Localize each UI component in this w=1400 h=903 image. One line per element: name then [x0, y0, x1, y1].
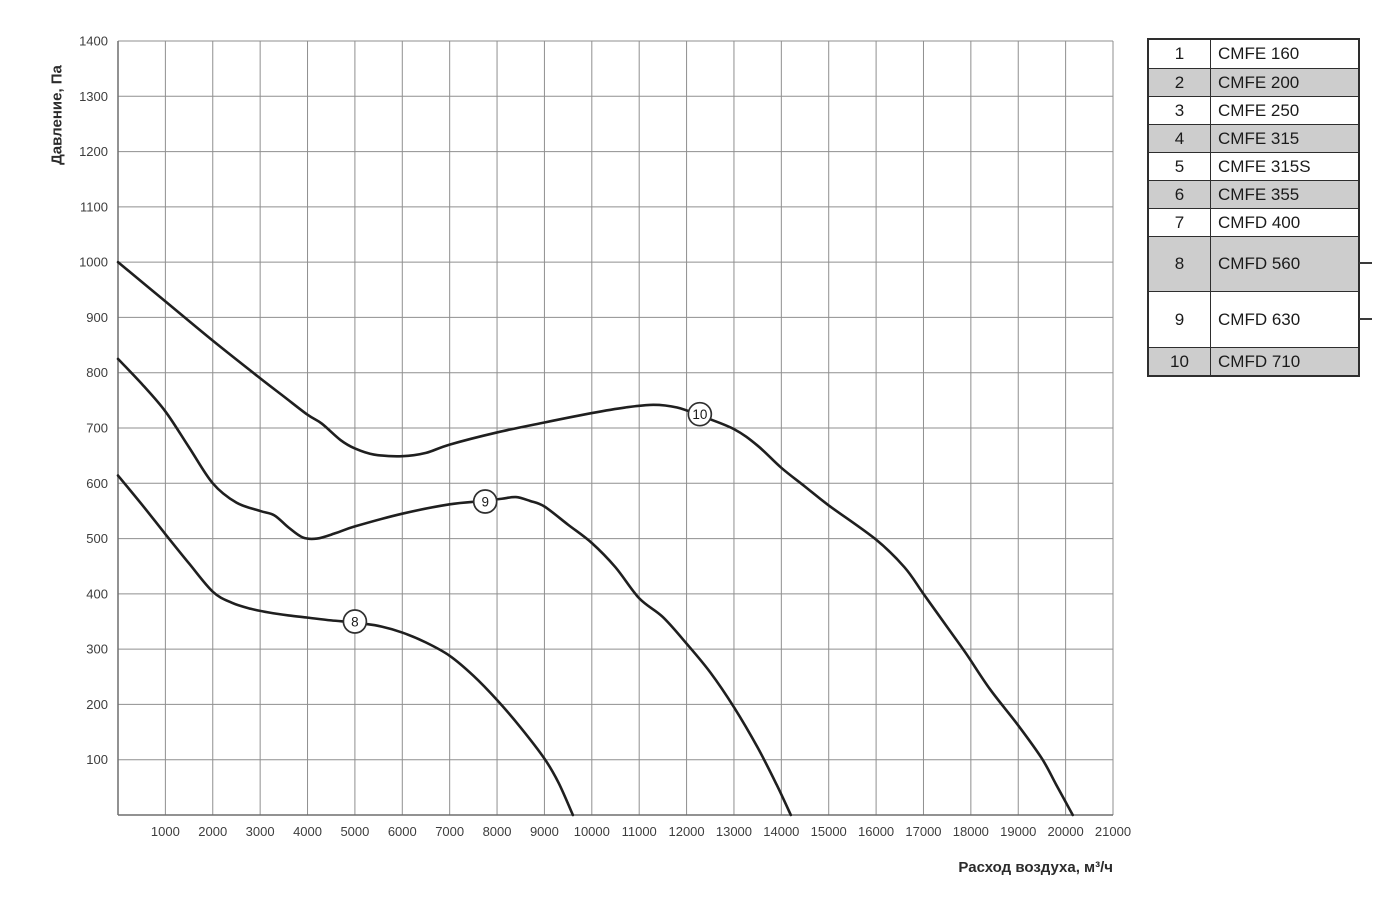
- curve-label-10: 10: [687, 401, 713, 427]
- y-tick-label: 1400: [79, 34, 108, 49]
- legend-curve-number: 4: [1174, 128, 1185, 148]
- legend-curve-number: 9: [1174, 309, 1185, 329]
- curve-10: [116, 260, 1075, 817]
- x-tick-label: 21000: [1095, 824, 1131, 839]
- curve-label-text: 9: [481, 494, 489, 509]
- curve-label-9: 9: [472, 489, 498, 514]
- x-tick-label: 17000: [905, 824, 941, 839]
- legend-row-5: 5 CMFE 315S: [1149, 152, 1358, 180]
- legend-model-name: CMFE 250: [1210, 97, 1358, 124]
- legend-curve-number: 8: [1174, 254, 1185, 273]
- x-tick-label: 12000: [668, 824, 704, 839]
- legend-curve-number: 7: [1174, 212, 1185, 232]
- legend-row-8: 8 CMFD 560: [1149, 236, 1358, 291]
- legend-model-name: CMFE 160: [1210, 40, 1358, 68]
- y-tick-label: 800: [86, 365, 108, 380]
- x-tick-label: 20000: [1048, 824, 1084, 839]
- legend-row-3: 3 CMFE 250: [1149, 96, 1358, 124]
- y-tick-label: 500: [86, 531, 108, 546]
- y-tick-label: 1000: [79, 255, 108, 270]
- x-tick-label: 8000: [483, 824, 512, 839]
- x-tick-label: 11000: [622, 824, 657, 839]
- legend-leader-tick-8: [1359, 262, 1372, 264]
- x-tick-label: 3000: [246, 824, 275, 839]
- y-tick-label: 300: [86, 642, 108, 657]
- legend-curve-number: 1: [1174, 44, 1185, 63]
- curve-9: [116, 357, 793, 817]
- legend-model-name: CMFD 400: [1210, 209, 1358, 236]
- x-tick-label: 1000: [151, 824, 180, 839]
- x-tick-label: 5000: [340, 824, 369, 839]
- curve-label-circle: [342, 609, 368, 634]
- y-tick-label: 100: [86, 752, 108, 767]
- legend-row-6: 6 CMFE 355: [1149, 180, 1358, 208]
- legend-row-9: 9 CMFD 630: [1149, 291, 1358, 347]
- x-tick-label: 10000: [574, 824, 610, 839]
- legend-curve-number: 6: [1174, 184, 1185, 204]
- y-tick-label: 600: [86, 476, 108, 491]
- legend-model-name: CMFD 710: [1210, 348, 1358, 375]
- legend-curve-number: 10: [1170, 351, 1189, 371]
- curve-label-text: 10: [692, 407, 707, 422]
- x-tick-label: 7000: [435, 824, 464, 839]
- legend-row-1: 1 CMFE 160: [1149, 40, 1358, 68]
- x-tick-label: 13000: [716, 824, 752, 839]
- grid: [118, 40, 1114, 815]
- legend-row-10: 10 CMFD 710: [1149, 347, 1358, 375]
- x-tick-label: 14000: [763, 824, 799, 839]
- y-tick-label: 700: [86, 421, 108, 436]
- curve-label-8: 8: [342, 609, 368, 634]
- x-tick-label: 16000: [858, 824, 894, 839]
- x-axis-title: Расход воздуха, м³/ч: [958, 859, 1113, 876]
- legend-curve-number: 3: [1174, 100, 1185, 120]
- legend-model-name: CMFE 200: [1210, 69, 1358, 96]
- legend-model-name: CMFE 355: [1210, 181, 1358, 208]
- curve-label-circle: [472, 489, 498, 514]
- x-tick-label: 6000: [388, 824, 417, 839]
- x-tick-label: 19000: [1000, 824, 1036, 839]
- curve-label-circle: [687, 401, 713, 427]
- y-tick-label: 1100: [80, 199, 108, 214]
- legend-model-name: CMFD 560: [1210, 237, 1358, 291]
- x-tick-label: 18000: [953, 824, 989, 839]
- legend-row-7: 7 CMFD 400: [1149, 208, 1358, 236]
- x-tick-label: 9000: [530, 824, 559, 839]
- y-tick-label: 900: [86, 310, 108, 325]
- legend-table: 1 CMFE 160 2 CMFE 200 3 CMFE 250 4 CMFE 315 5 CMF…: [1147, 38, 1360, 377]
- x-tick-label: 2000: [198, 824, 227, 839]
- curve-8: [116, 474, 575, 817]
- x-tick-label: 15000: [811, 824, 847, 839]
- legend-row-4: 4 CMFE 315: [1149, 124, 1358, 152]
- y-tick-label: 1200: [79, 144, 108, 159]
- y-tick-label: 400: [86, 586, 108, 601]
- legend-row-2: 2 CMFE 200: [1149, 68, 1358, 96]
- legend-model-name: CMFE 315S: [1210, 153, 1358, 180]
- tick-labels: 1000 2000 3000 4000 5000 6000 7000 8000 9000 1000…: [79, 34, 1131, 840]
- curve-label-text: 8: [351, 614, 359, 629]
- legend-leader-tick-9: [1359, 318, 1372, 320]
- x-tick-label: 4000: [293, 824, 322, 839]
- y-axis-title: Давление, Па: [48, 65, 66, 165]
- legend-curve-number: 5: [1174, 156, 1185, 176]
- y-tick-label: 200: [86, 697, 108, 712]
- y-tick-label: 1300: [79, 89, 108, 104]
- legend-model-name: CMFE 315: [1210, 125, 1358, 152]
- legend-model-name: CMFD 630: [1210, 292, 1358, 347]
- legend-curve-number: 2: [1174, 72, 1185, 92]
